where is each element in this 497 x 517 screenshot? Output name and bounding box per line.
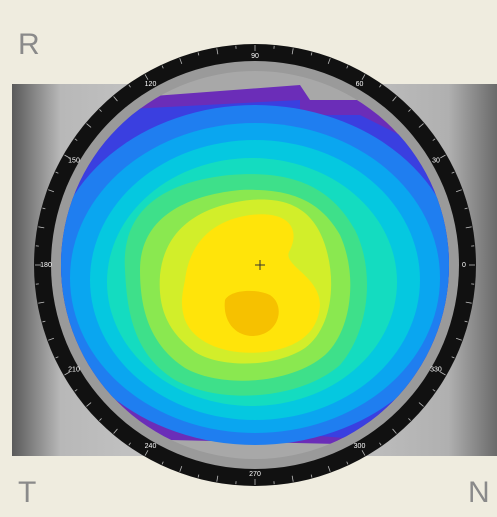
corner-label: N: [468, 476, 490, 509]
dial-tick: [451, 171, 455, 174]
dial-tick: [179, 58, 183, 65]
dial-tick: [464, 207, 468, 210]
dial-tick: [408, 418, 411, 421]
dial-tick: [128, 84, 131, 88]
dial-tick: [310, 52, 313, 56]
dial-tick: [144, 74, 149, 80]
fixation-cross: [255, 260, 265, 270]
dial-tick: [161, 65, 164, 69]
dial-tick: [216, 475, 219, 482]
dial-tick: [99, 109, 102, 112]
dial-tick: [464, 320, 468, 323]
dial-tick: [38, 226, 45, 229]
dial-tick: [64, 154, 70, 159]
dial-tick: [346, 461, 349, 465]
dial-label: 30: [432, 157, 440, 164]
dial-tick: [86, 402, 92, 407]
dial-tick: [197, 474, 200, 478]
dial-tick: [310, 474, 313, 478]
dial-label: 150: [68, 157, 80, 164]
dial-tick: [291, 475, 294, 482]
dial-tick: [64, 371, 70, 376]
dial-tick: [179, 465, 183, 472]
dial-tick: [42, 320, 46, 323]
dial-tick: [408, 109, 411, 112]
dial-label: 330: [430, 366, 442, 373]
dial-tick: [128, 442, 131, 446]
dial-label: 210: [68, 366, 80, 373]
dial-label: 180: [40, 262, 52, 269]
dial-tick: [361, 450, 366, 456]
dial-label: 300: [354, 443, 366, 450]
dial-labels: 0 30 60 90 120 150 180 210 240 270 300 330: [40, 53, 466, 478]
dial-label: 270: [249, 471, 261, 478]
dial-tick: [379, 442, 382, 446]
dial-tick: [432, 389, 436, 392]
dial-tick: [113, 96, 118, 102]
dial-tick: [451, 356, 455, 359]
dial-tick: [327, 58, 331, 65]
dial-tick: [42, 207, 46, 210]
dial-tick: [392, 428, 397, 434]
dial-tick: [291, 48, 294, 55]
dial-tick: [161, 461, 164, 465]
dial-tick: [418, 402, 424, 407]
dial-tick: [465, 301, 472, 304]
dial-tick: [327, 465, 331, 472]
dial-label: 90: [251, 53, 259, 60]
dial-tick: [113, 428, 118, 434]
dial-tick: [197, 52, 200, 56]
dial-tick: [99, 418, 102, 421]
dial-tick: [440, 154, 446, 159]
dial-tick: [216, 48, 219, 55]
dial-label: 240: [145, 443, 157, 450]
dial-tick: [440, 371, 446, 376]
dial-tick: [74, 389, 78, 392]
dial-tick: [48, 189, 55, 193]
dial-tick: [392, 96, 397, 102]
dial-tick: [379, 84, 382, 88]
dial-tick: [465, 226, 472, 229]
dial-tick: [361, 74, 366, 80]
dial-tick: [455, 189, 462, 193]
dial-tick: [38, 301, 45, 304]
dial-tick: [55, 171, 59, 174]
dial-tick: [74, 138, 78, 141]
dial-tick: [455, 337, 462, 341]
dial-label: 0: [462, 262, 466, 269]
dial-ticks: [35, 45, 475, 485]
corner-label: R: [18, 28, 40, 61]
corner-label: T: [18, 476, 36, 509]
dial-label: 60: [356, 81, 364, 88]
dial-label: 120: [145, 81, 157, 88]
dial-tick: [418, 123, 424, 128]
dial-tick: [55, 356, 59, 359]
dial-tick: [48, 337, 55, 341]
dial-tick: [432, 138, 436, 141]
dial-tick: [346, 65, 349, 69]
dial-tick: [144, 450, 149, 456]
dial-tick: [86, 123, 92, 128]
